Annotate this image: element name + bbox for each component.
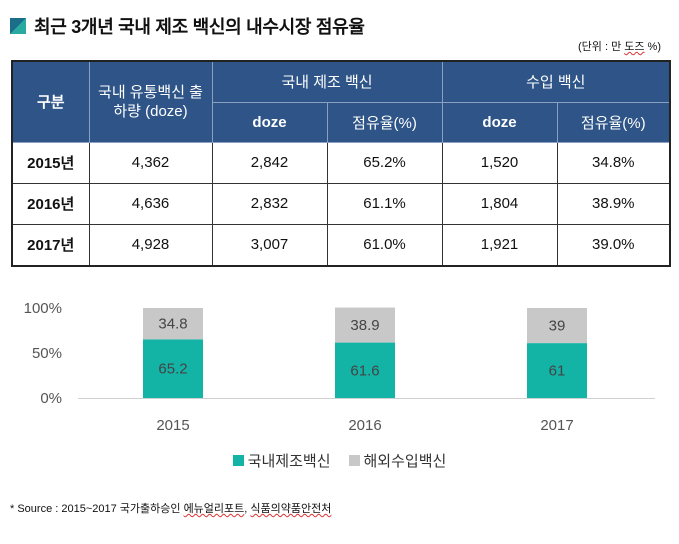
triangle-marker-icon — [10, 18, 26, 34]
source-note: * Source : 2015~2017 국가출하승인 에뉴얼리포트, 식품의약… — [10, 500, 331, 516]
row-dom-doze: 2,832 — [211, 182, 328, 225]
data-label: 39 — [549, 318, 566, 335]
row-dom-doze: 3,007 — [211, 223, 328, 266]
x-tick-label: 2015 — [156, 417, 189, 434]
legend-swatch-import — [348, 455, 360, 466]
row-imp-doze: 1,921 — [441, 223, 558, 266]
legend-label-domestic: 국내제조백신 — [247, 453, 331, 470]
row-supply: 4,636 — [88, 182, 213, 225]
share-stacked-bar-chart: 0% 50% 100% 65.2 34.8 2015 61.6 38.9 2016 61 39 201… — [24, 300, 655, 434]
unit-note: (단위 : 만 도즈 %) — [578, 38, 661, 54]
bar-segment — [527, 308, 587, 344]
bar-segment — [335, 307, 395, 343]
y-tick-label: 50% — [32, 345, 62, 362]
header-group: 구분 — [11, 60, 90, 143]
source-prefix: * Source : 2015~2017 국가출하승인 — [10, 503, 184, 515]
row-dom-share: 65.2% — [326, 141, 443, 184]
row-year: 2015년 — [11, 141, 90, 184]
subheader-domestic-doze: doze — [211, 101, 328, 143]
row-imp-share: 34.8% — [556, 141, 671, 184]
x-tick-label: 2016 — [348, 417, 381, 434]
legend-label-import: 해외수입백신 — [363, 453, 447, 470]
x-tick-label: 2017 — [540, 417, 573, 434]
subheader-import-share: 점유율(%) — [556, 101, 671, 143]
data-label: 61.6 — [350, 362, 379, 379]
subheader-import-doze: doze — [441, 101, 558, 143]
row-supply: 4,928 — [88, 223, 213, 266]
table-row: 2017년 4,928 3,007 61.0% 1,921 39.0% — [11, 223, 671, 266]
row-imp-share: 39.0% — [556, 223, 671, 266]
data-label: 38.9 — [350, 317, 379, 334]
y-tick-label: 0% — [40, 390, 62, 407]
table-row: 2016년 4,636 2,832 61.1% 1,804 38.9% — [11, 182, 671, 225]
legend-swatch-domestic — [232, 455, 244, 466]
row-supply: 4,362 — [88, 141, 213, 184]
legend-item-domestic: 국내제조백신 — [232, 450, 331, 471]
source-agency: 식품의약품안전처 — [250, 503, 332, 515]
row-year: 2017년 — [11, 223, 90, 266]
row-year: 2016년 — [11, 182, 90, 225]
header-import: 수입 백신 — [441, 60, 671, 103]
unit-note-unit: 도즈 — [624, 41, 645, 53]
table-row: 2015년 4,362 2,842 65.2% 1,520 34.8% — [11, 141, 671, 184]
source-report: 에뉴얼리포트 — [183, 503, 245, 515]
header-supply: 국내 유통백신 출하량 (doze) — [88, 60, 213, 143]
data-label: 65.2 — [158, 361, 187, 378]
data-label: 61 — [549, 363, 566, 380]
unit-note-prefix: (단위 : 만 — [578, 41, 625, 53]
data-label: 34.8 — [158, 316, 187, 333]
y-tick-label: 100% — [24, 300, 62, 317]
subheader-domestic-share: 점유율(%) — [326, 101, 443, 143]
bar-segment — [143, 308, 203, 340]
bar-segment — [143, 339, 203, 398]
header-domestic: 국내 제조 백신 — [211, 60, 443, 103]
bar-segment — [527, 343, 587, 398]
row-dom-doze: 2,842 — [211, 141, 328, 184]
row-imp-doze: 1,520 — [441, 141, 558, 184]
row-imp-doze: 1,804 — [441, 182, 558, 225]
page-title: 최근 3개년 국내 제조 백신의 내수시장 점유율 — [34, 17, 365, 37]
row-dom-share: 61.1% — [326, 182, 443, 225]
chart-legend: 국내제조백신 해외수입백신 — [0, 450, 679, 471]
unit-note-suffix: %) — [644, 41, 661, 53]
row-dom-share: 61.0% — [326, 223, 443, 266]
bar-segment — [335, 342, 395, 398]
page-title-row: 최근 3개년 국내 제조 백신의 내수시장 점유율 — [10, 12, 365, 40]
source-sep: , — [244, 503, 251, 515]
legend-item-import: 해외수입백신 — [348, 450, 447, 471]
row-imp-share: 38.9% — [556, 182, 671, 225]
vaccine-share-table: 구분 국내 유통백신 출하량 (doze) 국내 제조 백신 수입 백신 doz… — [11, 60, 672, 267]
